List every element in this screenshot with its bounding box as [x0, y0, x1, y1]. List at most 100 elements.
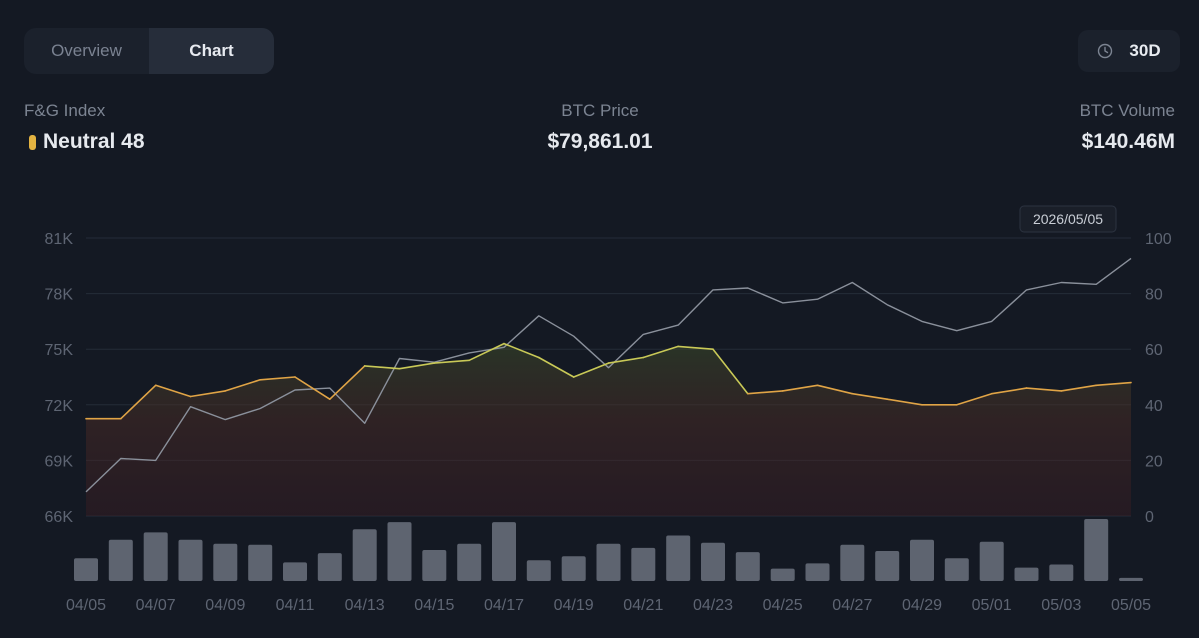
btc-price-stat: BTC Price $79,861.01 — [450, 101, 750, 154]
fg-line-segment — [677, 345, 714, 351]
fg-line-segment — [1060, 384, 1097, 392]
right-axis-tick: 80 — [1145, 287, 1163, 304]
fg-line-segment — [398, 362, 436, 370]
right-axis-tick: 20 — [1145, 453, 1163, 470]
volume-bar — [387, 522, 412, 581]
right-axis-tick: 100 — [1145, 231, 1172, 248]
date-tooltip: 2026/05/05 — [1019, 205, 1117, 233]
volume-bar — [457, 543, 482, 581]
fg-line-segment — [746, 390, 784, 395]
fg-line-segment — [154, 384, 192, 398]
x-axis-tick: 05/03 — [1041, 597, 1081, 614]
volume-bar — [352, 529, 377, 581]
volume-bar — [840, 544, 865, 581]
fg-line-segment — [851, 392, 889, 401]
left-axis-tick: 72K — [45, 398, 74, 415]
btc-volume-label: BTC Volume — [1079, 101, 1175, 120]
fg-line-segment — [607, 356, 645, 364]
left-axis-tick: 81K — [45, 231, 74, 248]
x-axis-tick: 04/21 — [623, 597, 663, 614]
fg-line-segment — [503, 342, 540, 359]
x-axis-tick: 04/17 — [484, 597, 524, 614]
fg-area — [86, 343, 1131, 516]
fg-index-value: Neutral 48 — [43, 130, 145, 153]
axis-labels: 81K 100 78K 80 75K 60 72K 40 69K 20 66K 0 04/05 04/07… — [45, 231, 1172, 614]
x-axis-tick: 04/15 — [414, 597, 454, 614]
fg-line-segment — [990, 387, 1028, 395]
volume-bar — [526, 560, 551, 581]
volume-bar — [701, 542, 725, 581]
volume-bar — [561, 556, 586, 581]
volume-bar — [108, 539, 133, 581]
volume-bar — [317, 553, 342, 581]
fg-line-segment — [433, 359, 471, 364]
fg-line-segment — [468, 342, 505, 362]
fg-area-fill — [86, 343, 1131, 516]
x-axis-tick: 05/01 — [972, 597, 1012, 614]
volume-bar — [875, 551, 900, 581]
volume-bar — [74, 558, 98, 581]
fg-line-segment — [955, 392, 993, 406]
fg-line-segment — [1095, 381, 1132, 387]
volume-bar — [248, 544, 273, 581]
btc-price-label: BTC Price — [561, 101, 639, 120]
volume-bar — [1084, 519, 1109, 581]
volume-bar — [735, 552, 760, 581]
x-axis-tick: 04/29 — [902, 597, 942, 614]
volume-bar — [666, 535, 691, 581]
x-axis-tick: 04/11 — [276, 597, 315, 614]
x-axis-tick: 04/07 — [136, 597, 176, 614]
tab-overview[interactable]: Overview — [51, 41, 122, 60]
right-axis-tick: 40 — [1145, 398, 1163, 415]
fg-index-value-row: Neutral 48 — [24, 130, 145, 154]
x-axis-tick: 04/23 — [693, 597, 733, 614]
fg-line-segment — [224, 378, 262, 392]
tooltip-date: 2026/05/05 — [1033, 211, 1103, 227]
left-axis-tick: 66K — [45, 509, 74, 526]
view-tabs: Overview Chart — [24, 28, 274, 74]
volume-bars — [74, 519, 1143, 581]
fg-line-segment — [712, 348, 749, 395]
volume-bar — [1049, 564, 1074, 581]
volume-bar — [631, 547, 656, 581]
fg-line-segment — [816, 384, 854, 395]
left-axis-tick: 75K — [45, 342, 74, 359]
x-axis-tick: 04/09 — [205, 597, 245, 614]
clock-icon — [1098, 43, 1113, 59]
fg-line-segment — [328, 365, 366, 401]
right-axis-tick: 60 — [1145, 342, 1163, 359]
btc-price-line — [85, 257, 1132, 493]
x-axis-tick: 04/25 — [763, 597, 803, 614]
volume-bar — [492, 522, 516, 581]
fg-line-segment — [572, 362, 610, 378]
x-axis-tick: 04/05 — [66, 597, 106, 614]
x-axis-tick: 04/13 — [345, 597, 385, 614]
period-label: 30D — [1129, 41, 1161, 60]
left-axis-tick: 69K — [45, 453, 74, 470]
fg-index-label: F&G Index — [24, 101, 106, 120]
volume-bar — [1119, 577, 1143, 581]
volume-bar — [770, 568, 795, 581]
volume-bar — [910, 539, 934, 581]
period-selector[interactable]: 30D — [1078, 30, 1180, 72]
volume-bar — [596, 543, 621, 581]
volume-bar — [805, 563, 830, 581]
series-lines — [85, 257, 1132, 493]
volume-bar — [283, 562, 307, 581]
volume-bar — [944, 558, 969, 581]
fg-line-segment — [120, 384, 157, 420]
volume-bar — [422, 550, 447, 581]
fg-line-segment — [1025, 387, 1063, 392]
x-axis-tick: 05/05 — [1111, 597, 1151, 614]
x-axis-tick: 04/27 — [832, 597, 872, 614]
x-axis-tick: 04/19 — [554, 597, 594, 614]
fg-line-segment — [259, 376, 296, 381]
left-axis-tick: 78K — [45, 287, 74, 304]
tab-chart[interactable]: Chart — [149, 28, 274, 74]
volume-bar — [178, 539, 203, 581]
fg-line-segment — [642, 345, 680, 359]
btc-volume-stat: BTC Volume $140.46M — [1080, 101, 1175, 154]
fg-index-stat: F&G Index Neutral 48 — [24, 101, 145, 154]
fg-line-segment — [189, 390, 227, 398]
